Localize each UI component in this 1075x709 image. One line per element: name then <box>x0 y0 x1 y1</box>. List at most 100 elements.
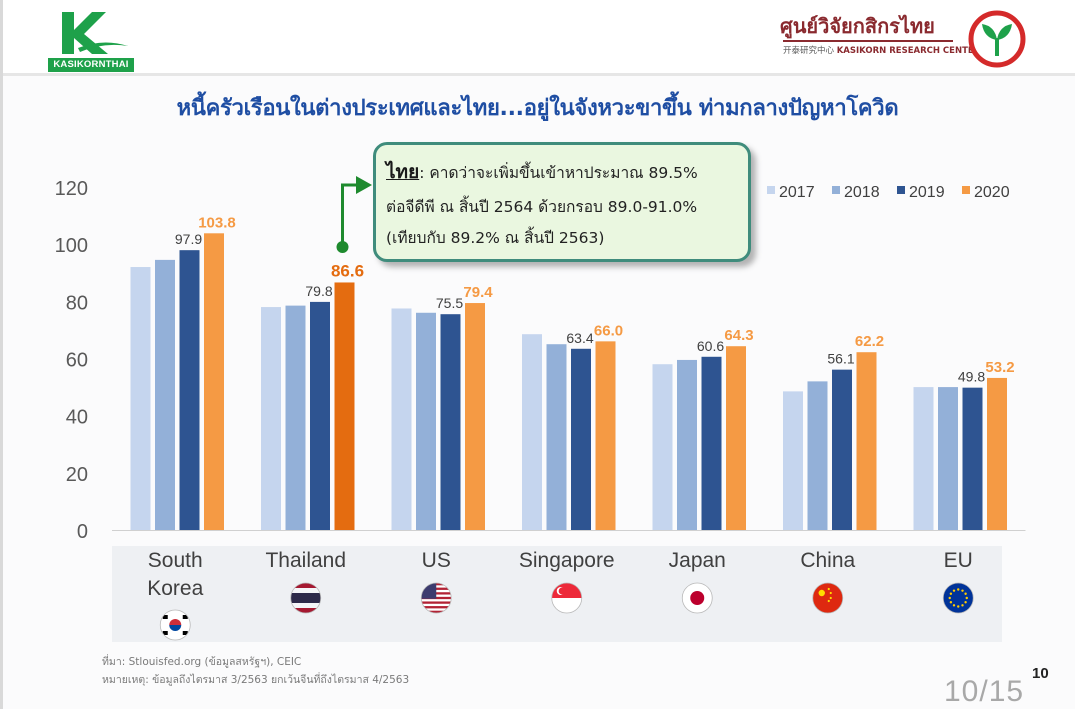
flag-stripe <box>421 606 452 609</box>
flag-star <box>964 592 967 595</box>
kresearch-logo-sub-cn: 开泰研究中心 <box>783 46 835 56</box>
data-label-china-2020: 62.2 <box>855 333 884 350</box>
chart-legend: 2017 2018 2019 2020 <box>767 184 1010 201</box>
bar-us-2018 <box>416 312 436 530</box>
flag-top <box>551 583 582 598</box>
bar-thailand-2020 <box>334 282 355 530</box>
flag-stripe <box>290 598 321 604</box>
bar-thailand-2019 <box>310 301 330 530</box>
x-tick-label-eu: EU <box>944 549 973 572</box>
legend-swatch-2020 <box>962 186 970 194</box>
data-label-singapore-2020: 66.0 <box>594 322 623 339</box>
flag-trigram <box>182 615 188 619</box>
thailand-flag-icon <box>290 582 322 614</box>
us-flag-icon <box>420 582 452 614</box>
flag-rim <box>551 582 583 614</box>
bar-singapore-2020 <box>595 341 616 530</box>
flag-sun <box>690 591 705 605</box>
y-tick-label: 80 <box>66 292 88 314</box>
flag-stripe <box>421 610 452 613</box>
legend-label-2017: 2017 <box>779 184 815 201</box>
flag-body <box>682 583 713 613</box>
flag-star <box>964 601 967 604</box>
bar-us-2019 <box>440 314 461 530</box>
bar-south-korea-2018 <box>155 259 175 530</box>
x-axis: South Korea Thailand US Singapore Japan China E… <box>147 549 974 641</box>
kasikornthai-logo-text: KASIKORNTHAI <box>48 58 134 72</box>
x-tick-label-japan: Japan <box>669 549 726 572</box>
flag-small-star <box>829 596 832 600</box>
flag-star <box>949 601 953 604</box>
flag-rim <box>159 609 191 641</box>
y-axis: 0 20 40 60 80 100 120 <box>55 178 1026 543</box>
flag-rim <box>290 582 322 614</box>
flag-taegeuk-bottom <box>169 625 182 631</box>
bar-japan-2020 <box>726 346 746 530</box>
y-tick-label: 20 <box>66 464 88 486</box>
x-tick-label-china: China <box>800 549 855 572</box>
callout-connector <box>336 176 372 253</box>
y-tick-label: 120 <box>55 178 88 200</box>
callout-line-2: ต่อจีดีพี ณ สิ้นปี 2564 ด้วยกรอบ 89.0-91… <box>386 198 698 216</box>
data-label-eu-2020: 53.2 <box>985 359 1014 376</box>
kresearch-logo-rule <box>783 40 953 42</box>
flag-stripe <box>290 608 321 613</box>
kasikornthai-logo: KASIKORNTHAI <box>48 8 134 72</box>
callout-line-3: (เทียบกับ 89.2% ณ สิ้นปี 2563) <box>386 229 605 247</box>
bar-south-korea-2020 <box>204 233 224 530</box>
x-tick-label-south-korea: Korea <box>147 577 203 600</box>
flag-star <box>952 589 956 592</box>
flag-star <box>961 604 964 607</box>
callout-line-1: ไทย: คาดว่าจะเพิ่มขึ้นเข้าหาประมาณ 89.5% <box>386 157 698 187</box>
flag-star <box>965 596 968 600</box>
page-number: 10 <box>1032 665 1049 682</box>
legend-swatch-2019 <box>897 186 905 194</box>
flag-stripe <box>421 608 452 611</box>
x-tick-label-singapore: Singapore <box>519 549 615 572</box>
y-tick-label: 60 <box>66 350 88 372</box>
bar-japan-2018 <box>677 359 697 530</box>
kbank-emblem-icon <box>968 10 1026 68</box>
flag-stripe <box>290 593 321 599</box>
footnote: หมายเหตุ: ข้อมูลถึงไตรมาส 3/2563 ยกเว้นจ… <box>102 674 410 686</box>
thailand-forecast-callout: ไทย: คาดว่าจะเพิ่มขึ้นเข้าหาประมาณ 89.5%… <box>373 142 751 262</box>
bar-china-2019 <box>832 369 852 530</box>
flag-rim <box>420 582 452 614</box>
y-tick-label: 0 <box>77 521 88 543</box>
singapore-flag-icon <box>551 582 583 614</box>
data-label-japan-2020: 64.3 <box>724 327 753 344</box>
flag-body <box>551 583 582 613</box>
bar-china-2020 <box>856 352 877 530</box>
callout-key: ไทย <box>386 161 420 183</box>
source-note: ที่มา: Stlouisfed.org (ข้อมูลสหรัฐฯ), CE… <box>102 656 302 668</box>
flag-trigram <box>162 631 168 635</box>
bar-eu-2017 <box>913 387 934 530</box>
flag-body <box>160 610 191 640</box>
bar-singapore-2018 <box>546 344 567 530</box>
data-label-thailand-2019: 79.8 <box>305 283 332 299</box>
bar-china-2018 <box>807 381 828 530</box>
data-label-south-korea-2020: 103.8 <box>198 214 236 231</box>
legend-label-2019: 2019 <box>909 184 945 201</box>
data-label-us-2019: 75.5 <box>436 295 463 311</box>
bars-layer <box>130 233 1007 530</box>
flag-trigram <box>182 631 188 635</box>
data-label-singapore-2019: 63.4 <box>566 330 593 346</box>
y-tick-label: 100 <box>55 235 88 257</box>
flag-star <box>957 588 960 591</box>
connector-arrowhead <box>356 176 372 194</box>
flag-body <box>812 583 843 613</box>
flag-star <box>818 589 825 597</box>
flag-stripe <box>290 603 321 609</box>
flag-rim <box>681 582 713 614</box>
bar-eu-2019 <box>962 387 983 530</box>
legend-label-2018: 2018 <box>844 184 880 201</box>
kresearch-logo-subtitle: 开泰研究中心 KASIKORN RESEARCH CENTER <box>783 44 980 56</box>
south-korea-flag-icon <box>159 609 191 641</box>
china-flag-icon <box>812 582 844 614</box>
x-tick-label-south-korea: South <box>148 549 203 572</box>
page-fraction: 10/15 <box>944 675 1025 708</box>
bar-singapore-2019 <box>571 348 591 530</box>
